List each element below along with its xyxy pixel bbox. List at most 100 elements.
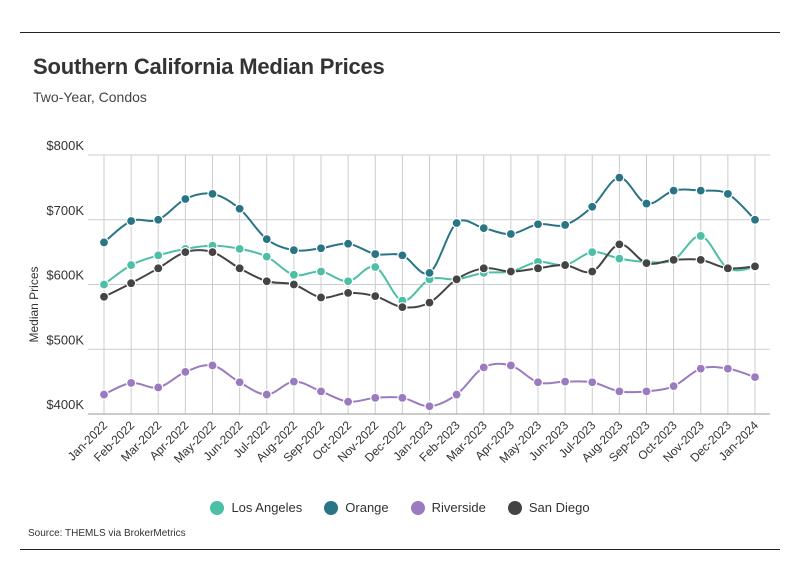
data-point-orange xyxy=(98,237,110,248)
data-point-los-angeles xyxy=(288,269,299,280)
data-point-los-angeles xyxy=(98,279,110,290)
data-point-orange xyxy=(505,228,516,240)
data-point-riverside xyxy=(451,389,462,400)
data-point-riverside xyxy=(478,362,489,373)
legend-item-los-angeles[interactable]: Los Angeles xyxy=(210,500,302,515)
data-point-riverside xyxy=(288,376,299,387)
data-point-riverside xyxy=(749,371,761,383)
data-point-san-diego xyxy=(668,254,679,265)
data-point-los-angeles xyxy=(315,266,327,277)
y-tick-label: $500K xyxy=(46,332,84,347)
data-point-san-diego xyxy=(207,247,218,258)
chart-subtitle: Two-Year, Condos xyxy=(33,89,147,105)
series-layer xyxy=(98,172,761,412)
data-point-san-diego xyxy=(424,297,435,308)
data-point-los-angeles xyxy=(343,276,354,287)
data-point-riverside xyxy=(695,363,706,374)
data-point-san-diego xyxy=(722,263,733,274)
legend-swatch-orange xyxy=(324,500,339,515)
data-point-riverside xyxy=(207,360,218,371)
data-point-los-angeles xyxy=(126,259,137,271)
legend-label-orange: Orange xyxy=(345,500,389,515)
data-point-orange xyxy=(288,245,299,256)
data-point-orange xyxy=(343,238,354,249)
data-point-riverside xyxy=(261,389,272,400)
legend-item-riverside[interactable]: Riverside xyxy=(410,500,486,515)
data-point-orange xyxy=(749,214,761,225)
data-point-san-diego xyxy=(180,247,191,258)
data-point-san-diego xyxy=(315,292,327,303)
legend-swatch-san-diego xyxy=(507,500,522,515)
data-point-los-angeles xyxy=(261,251,272,262)
data-point-los-angeles xyxy=(695,230,706,242)
legend-swatch-riverside xyxy=(410,500,425,515)
data-point-los-angeles xyxy=(587,247,598,258)
data-point-orange xyxy=(641,198,652,209)
data-point-riverside xyxy=(180,366,191,378)
data-point-san-diego xyxy=(478,263,489,274)
data-point-los-angeles xyxy=(234,243,245,254)
data-point-riverside xyxy=(126,377,137,389)
data-point-san-diego xyxy=(749,261,761,272)
data-point-orange xyxy=(126,215,137,227)
data-point-orange xyxy=(695,185,706,196)
data-point-riverside xyxy=(505,360,516,371)
data-point-san-diego xyxy=(587,266,598,277)
data-point-orange xyxy=(451,217,462,229)
data-point-san-diego xyxy=(641,258,652,269)
data-point-los-angeles xyxy=(370,261,381,273)
data-point-san-diego xyxy=(126,278,137,289)
data-point-san-diego xyxy=(234,263,245,274)
data-point-riverside xyxy=(370,392,381,403)
legend: Los Angeles Orange Riverside San Diego xyxy=(0,500,800,515)
legend-item-orange[interactable]: Orange xyxy=(324,500,389,515)
data-point-riverside xyxy=(397,392,408,403)
data-point-riverside xyxy=(424,401,435,412)
data-point-riverside xyxy=(614,386,625,397)
data-point-san-diego xyxy=(505,266,516,277)
legend-item-san-diego[interactable]: San Diego xyxy=(507,500,590,515)
data-point-san-diego xyxy=(288,279,299,290)
data-point-riverside xyxy=(587,377,598,388)
data-point-riverside xyxy=(315,386,327,397)
chart-title: Southern California Median Prices xyxy=(33,54,385,79)
data-point-orange xyxy=(722,188,733,199)
data-point-san-diego xyxy=(695,254,706,265)
source-note: Source: THEMLS via BrokerMetrics xyxy=(28,528,186,539)
data-point-orange xyxy=(397,250,408,261)
data-point-los-angeles xyxy=(614,253,625,264)
data-point-orange xyxy=(614,172,625,183)
data-point-san-diego xyxy=(343,287,354,299)
data-point-orange xyxy=(560,219,571,231)
y-tick-label: $800K xyxy=(46,138,84,153)
legend-label-riverside: Riverside xyxy=(431,500,486,515)
data-point-orange xyxy=(207,188,218,199)
data-point-los-angeles xyxy=(153,250,164,261)
top-rule xyxy=(20,32,780,33)
data-point-san-diego xyxy=(98,291,110,302)
y-tick-label: $700K xyxy=(46,203,84,218)
y-tick-label: $600K xyxy=(46,268,84,283)
data-point-riverside xyxy=(560,376,571,387)
data-point-orange xyxy=(668,185,679,196)
data-point-san-diego xyxy=(532,263,544,274)
data-point-riverside xyxy=(234,377,245,388)
data-point-san-diego xyxy=(153,263,164,274)
data-point-orange xyxy=(478,223,489,234)
data-point-riverside xyxy=(98,389,110,400)
data-point-riverside xyxy=(532,377,544,388)
data-point-san-diego xyxy=(614,239,625,250)
data-point-san-diego xyxy=(451,274,462,285)
y-tick-label: $400K xyxy=(46,397,84,412)
line-chart: $400K$500K$600K$700K$800KJan-2022Feb-202… xyxy=(27,138,770,466)
bottom-rule xyxy=(20,549,780,550)
data-point-orange xyxy=(180,193,191,205)
legend-label-san-diego: San Diego xyxy=(528,500,590,515)
data-point-orange xyxy=(234,203,245,214)
data-point-orange xyxy=(261,234,272,245)
data-point-riverside xyxy=(153,382,164,393)
data-point-orange xyxy=(153,214,164,225)
data-point-riverside xyxy=(641,386,652,397)
data-point-orange xyxy=(370,248,381,260)
legend-swatch-los-angeles xyxy=(210,500,225,515)
